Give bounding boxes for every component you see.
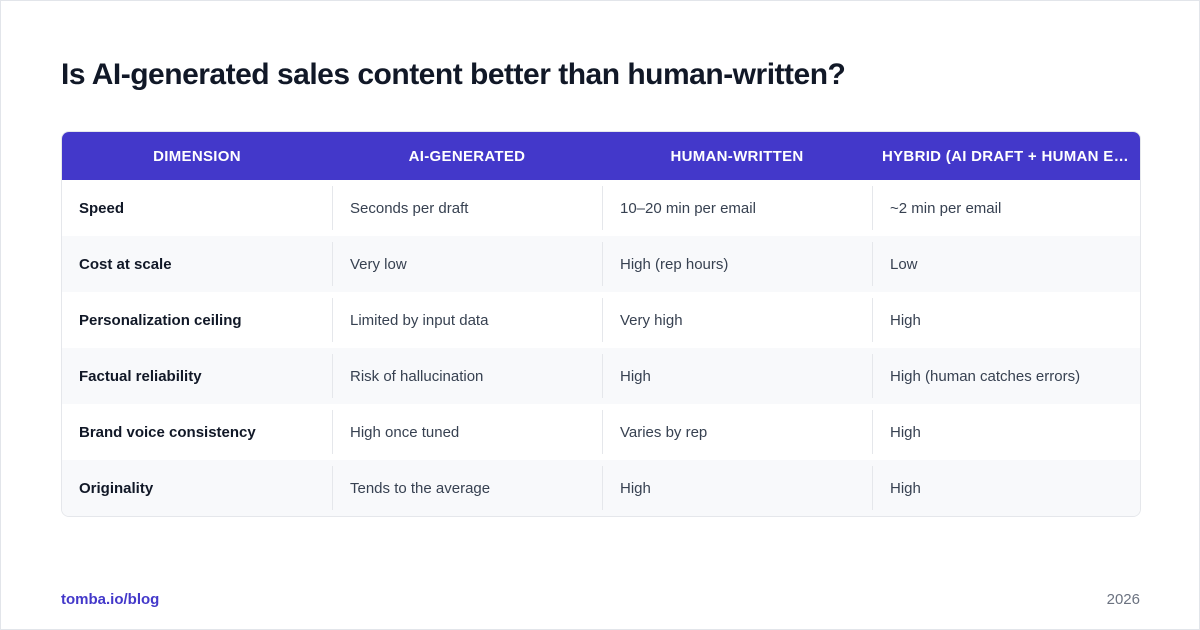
cell-ai-generated: Limited by input data [332,298,602,342]
cell-human-written: High [602,354,872,398]
cell-dimension: Speed [79,199,125,217]
table-row: Speed Seconds per draft 10–20 min per em… [62,180,1140,236]
cell-ai-generated: Seconds per draft [332,186,602,230]
table-row: Originality Tends to the average High Hi… [62,460,1140,516]
cell-hybrid: High (human catches errors) [872,354,1140,398]
header-ai-generated: AI-GENERATED [408,147,526,165]
cell-human-written: 10–20 min per email [602,186,872,230]
cell-dimension: Personalization ceiling [79,311,242,329]
cell-dimension: Factual reliability [79,367,202,385]
cell-dimension: Originality [79,479,154,497]
header-dimension: DIMENSION [153,147,241,165]
cell-dimension: Cost at scale [79,255,172,273]
cell-hybrid: High [872,410,1140,454]
table-header: DIMENSION AI-GENERATED HUMAN-WRITTEN HYB… [62,132,1140,180]
cell-hybrid: High [872,466,1140,510]
cell-hybrid: ~2 min per email [872,186,1140,230]
header-hybrid: HYBRID (AI DRAFT + HUMAN EDIT) [882,147,1130,165]
cell-hybrid: High [872,298,1140,342]
header-human-written: HUMAN-WRITTEN [670,147,804,165]
cell-dimension: Brand voice consistency [79,423,256,441]
table-row: Factual reliability Risk of hallucinatio… [62,348,1140,404]
table-row: Brand voice consistency High once tuned … [62,404,1140,460]
year-label: 2026 [1106,591,1140,608]
table-row: Personalization ceiling Limited by input… [62,292,1140,348]
blog-link[interactable]: tomba.io/blog [61,591,160,608]
cell-ai-generated: Tends to the average [332,466,602,510]
cell-ai-generated: High once tuned [332,410,602,454]
cell-human-written: High (rep hours) [602,242,872,286]
cell-human-written: Very high [602,298,872,342]
cell-ai-generated: Risk of hallucination [332,354,602,398]
cell-ai-generated: Very low [332,242,602,286]
cell-hybrid: Low [872,242,1140,286]
table-row: Cost at scale Very low High (rep hours) … [62,236,1140,292]
cell-human-written: Varies by rep [602,410,872,454]
page-title: Is AI-generated sales content better tha… [61,58,846,91]
cell-human-written: High [602,466,872,510]
comparison-table: DIMENSION AI-GENERATED HUMAN-WRITTEN HYB… [61,131,1141,517]
